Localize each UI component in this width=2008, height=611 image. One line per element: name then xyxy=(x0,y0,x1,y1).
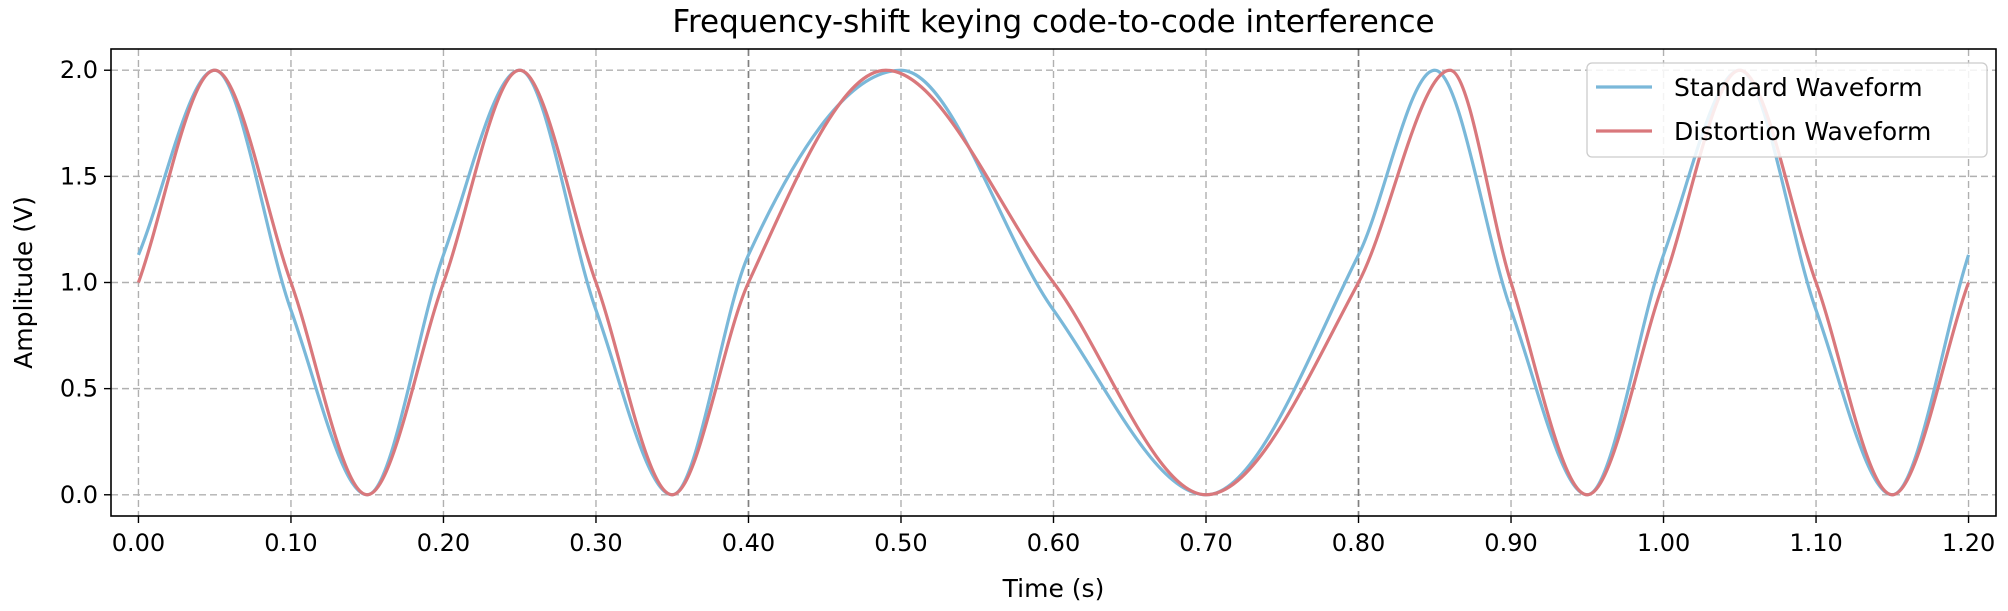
x-tick-label-7: 0.70 xyxy=(1179,529,1232,557)
x-tick-label-6: 0.60 xyxy=(1027,529,1080,557)
y-tick-label-3: 1.5 xyxy=(60,162,98,190)
chart-title: Frequency-shift keying code-to-code inte… xyxy=(672,4,1434,40)
y-axis-label: Amplitude (V) xyxy=(9,196,38,369)
y-tick-label-1: 0.5 xyxy=(60,375,98,403)
y-tick-label-4: 2.0 xyxy=(60,56,98,84)
x-axis-label: Time (s) xyxy=(1002,574,1105,603)
x-tick-label-4: 0.40 xyxy=(722,529,775,557)
x-tick-label-10: 1.00 xyxy=(1637,529,1690,557)
x-tick-label-2: 0.20 xyxy=(417,529,470,557)
x-tick-label-5: 0.50 xyxy=(874,529,927,557)
legend-box xyxy=(1586,62,1988,158)
legend-label-standard: Standard Waveform xyxy=(1674,73,1923,102)
legend: Standard Waveform Distortion Waveform xyxy=(1586,62,1988,158)
x-tick-label-3: 0.30 xyxy=(569,529,622,557)
x-tick-label-12: 1.20 xyxy=(1942,529,1995,557)
legend-label-distortion: Distortion Waveform xyxy=(1674,117,1931,146)
x-tick-label-8: 0.80 xyxy=(1332,529,1385,557)
x-tick-label-11: 1.10 xyxy=(1789,529,1842,557)
x-tick-label-0: 0.00 xyxy=(112,529,165,557)
x-tick-label-9: 0.90 xyxy=(1484,529,1537,557)
y-tick-label-2: 1.0 xyxy=(60,269,98,297)
tick-layer: 0.00 0.10 0.20 0.30 0.40 0.50 0.60 0.70 0.80 0.90… xyxy=(60,56,1995,557)
x-tick-label-1: 0.10 xyxy=(264,529,317,557)
y-tick-label-0: 0.0 xyxy=(60,481,98,509)
